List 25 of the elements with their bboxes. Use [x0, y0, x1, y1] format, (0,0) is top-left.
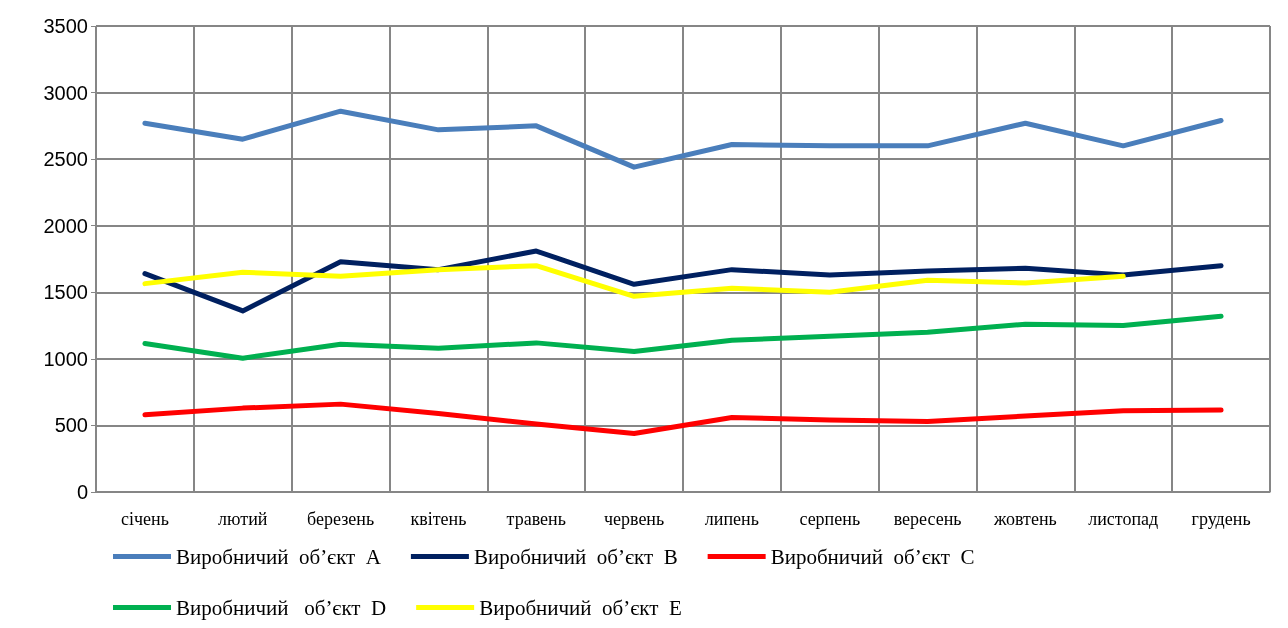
- y-tick-label: 2500: [43, 148, 88, 171]
- x-tick-label: лютий: [218, 509, 268, 529]
- legend-label: Виробничий об’єкт А: [176, 544, 382, 569]
- legend-label: Виробничий об’єкт Е: [479, 595, 682, 620]
- x-tick-label: жовтень: [993, 509, 1057, 529]
- y-tick-label: 500: [54, 414, 88, 437]
- x-tick-label: вересень: [893, 509, 962, 529]
- y-tick-label: 1000: [43, 347, 88, 370]
- x-tick-label: липень: [704, 509, 759, 529]
- x-tick-label: березень: [307, 509, 375, 529]
- y-tick-label: 3500: [43, 15, 88, 37]
- y-tick-label: 3000: [43, 81, 88, 104]
- legend-label: Виробничий об’єкт С: [770, 544, 975, 569]
- x-tick-label: червень: [603, 509, 665, 529]
- legend-label: Виробничий об’єкт В: [473, 544, 678, 569]
- y-tick-label: 0: [76, 481, 88, 503]
- x-tick-label: листопад: [1088, 509, 1159, 529]
- x-tick-label: квітень: [410, 509, 467, 529]
- x-tick-label: травень: [506, 509, 566, 529]
- y-tick-label: 1500: [43, 281, 88, 304]
- x-tick-label: серпень: [799, 509, 861, 529]
- x-tick-label: грудень: [1191, 509, 1251, 529]
- y-tick-label: 2000: [43, 214, 88, 237]
- legend-label: Виробничий об’єкт D: [176, 595, 387, 620]
- x-tick-label: січень: [120, 509, 169, 529]
